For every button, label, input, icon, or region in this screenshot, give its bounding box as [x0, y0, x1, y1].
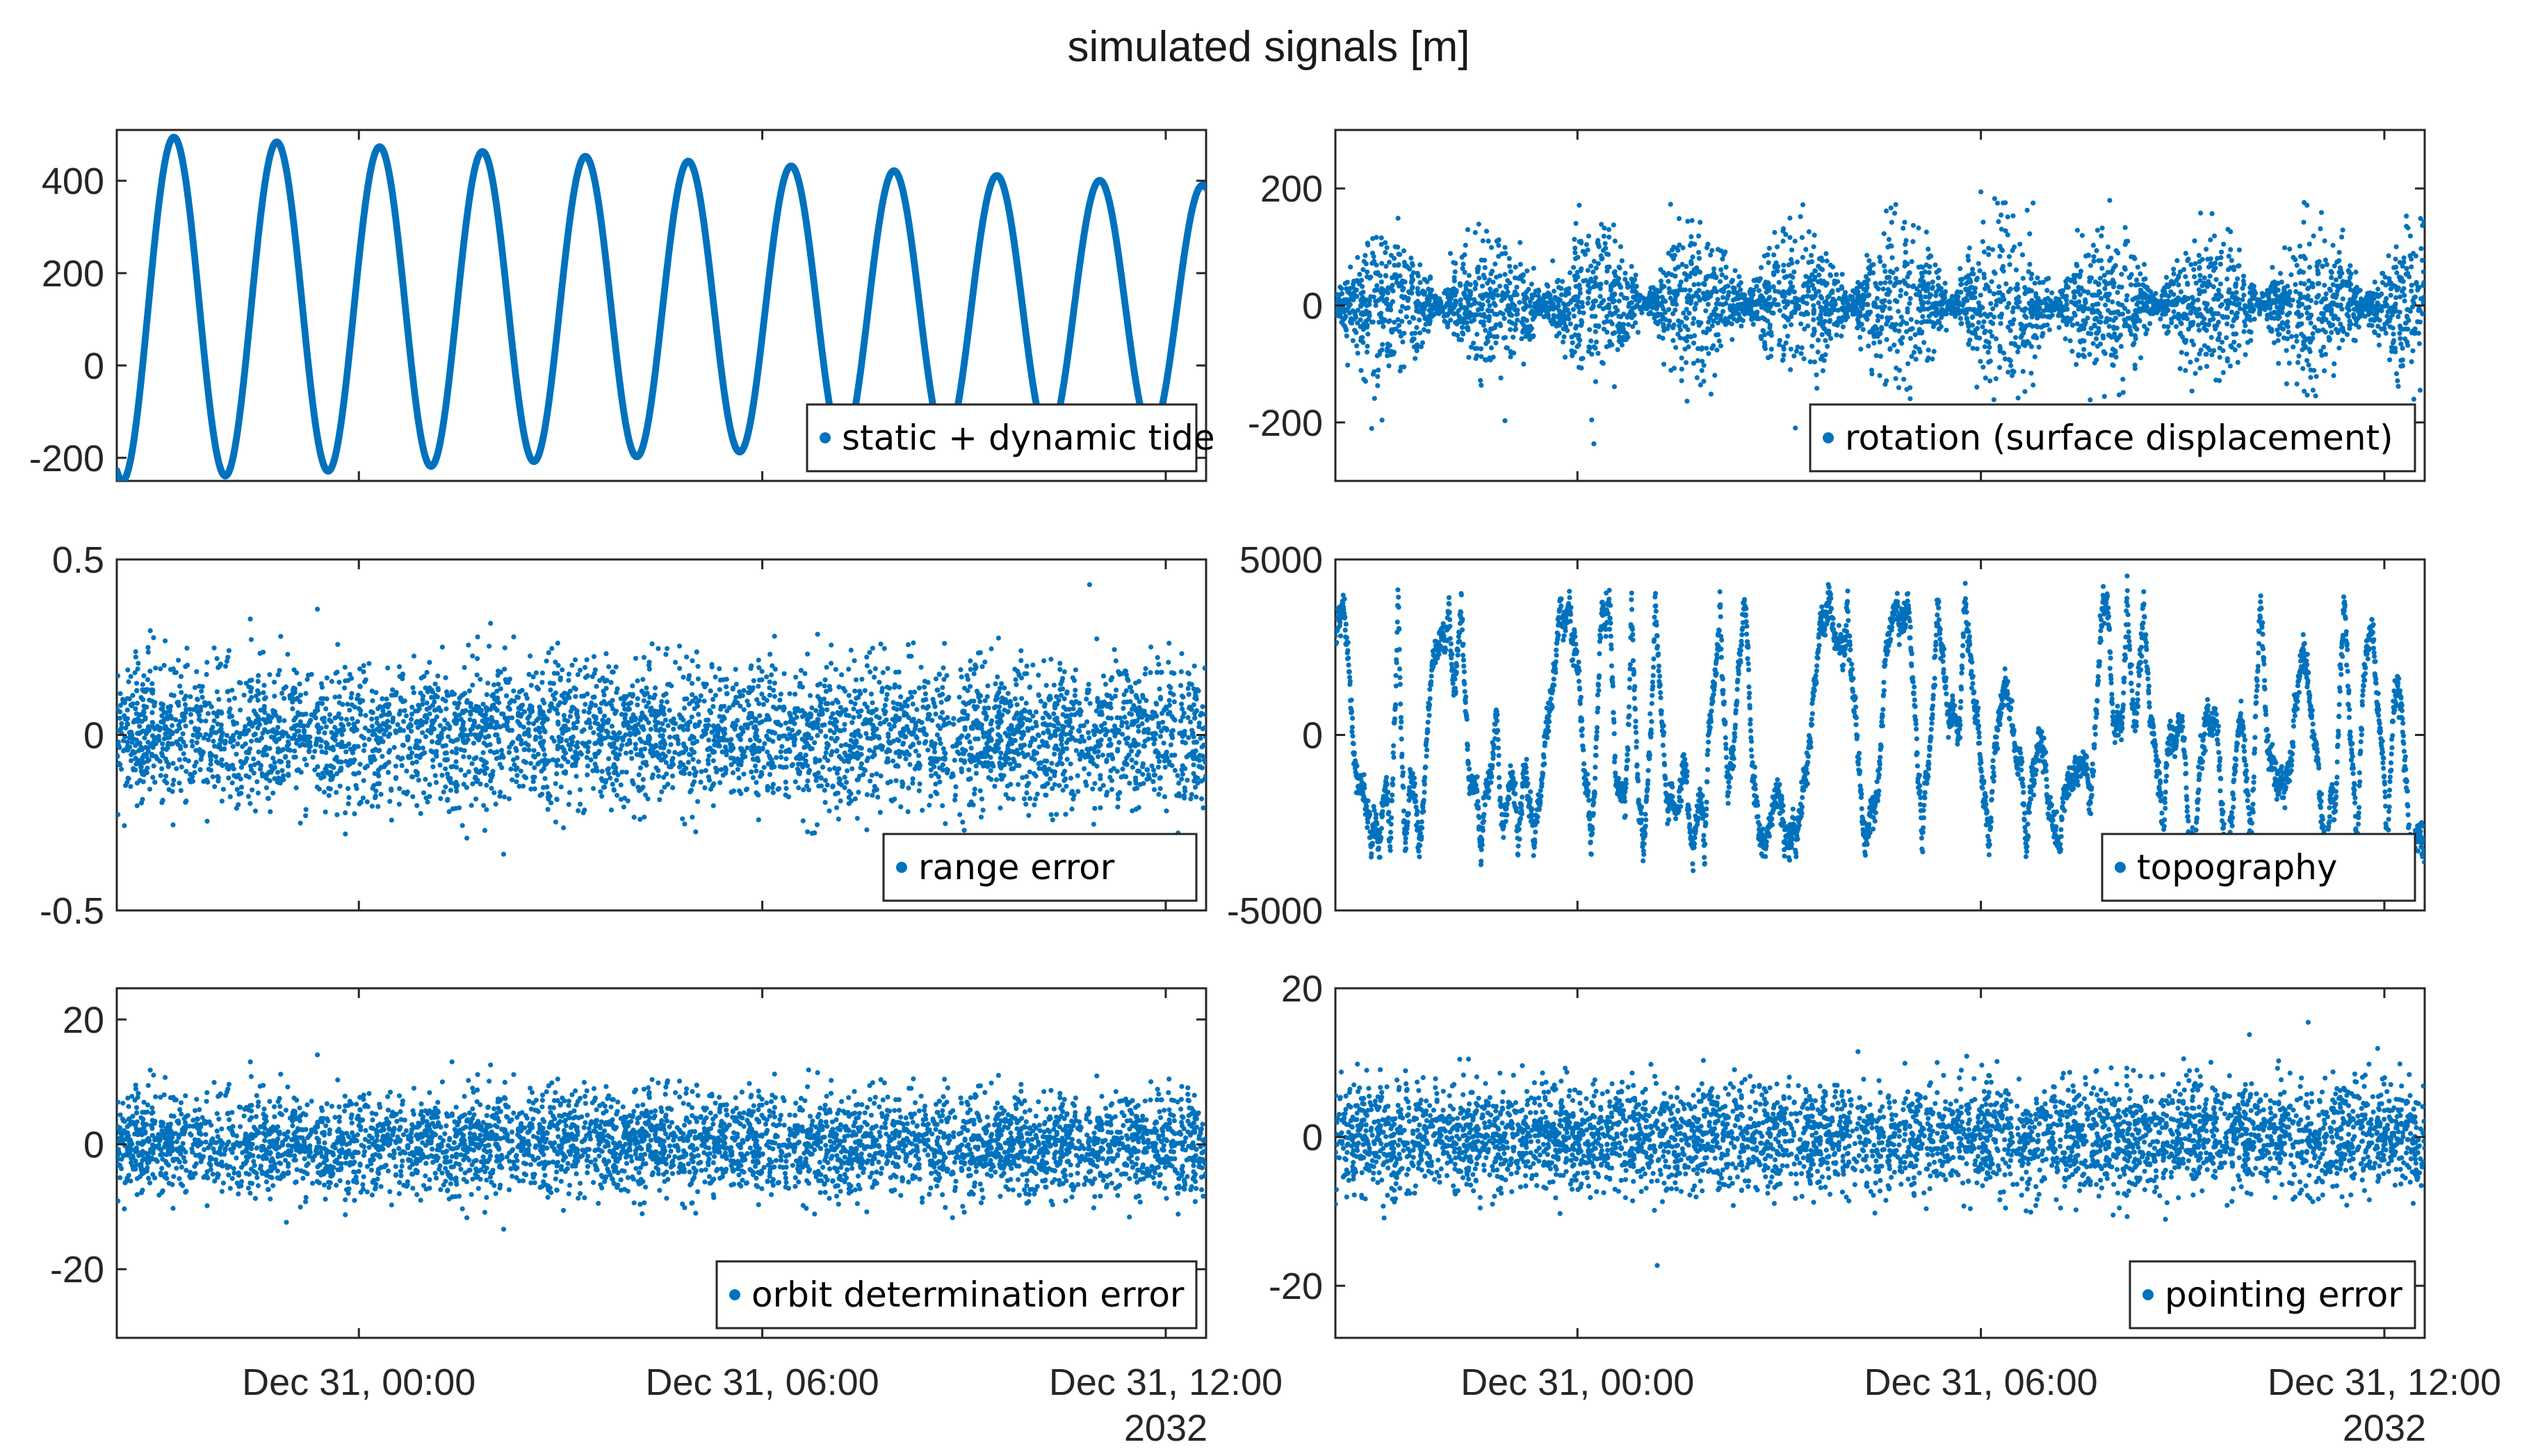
figure-title: simulated signals [m]: [1068, 23, 1470, 71]
